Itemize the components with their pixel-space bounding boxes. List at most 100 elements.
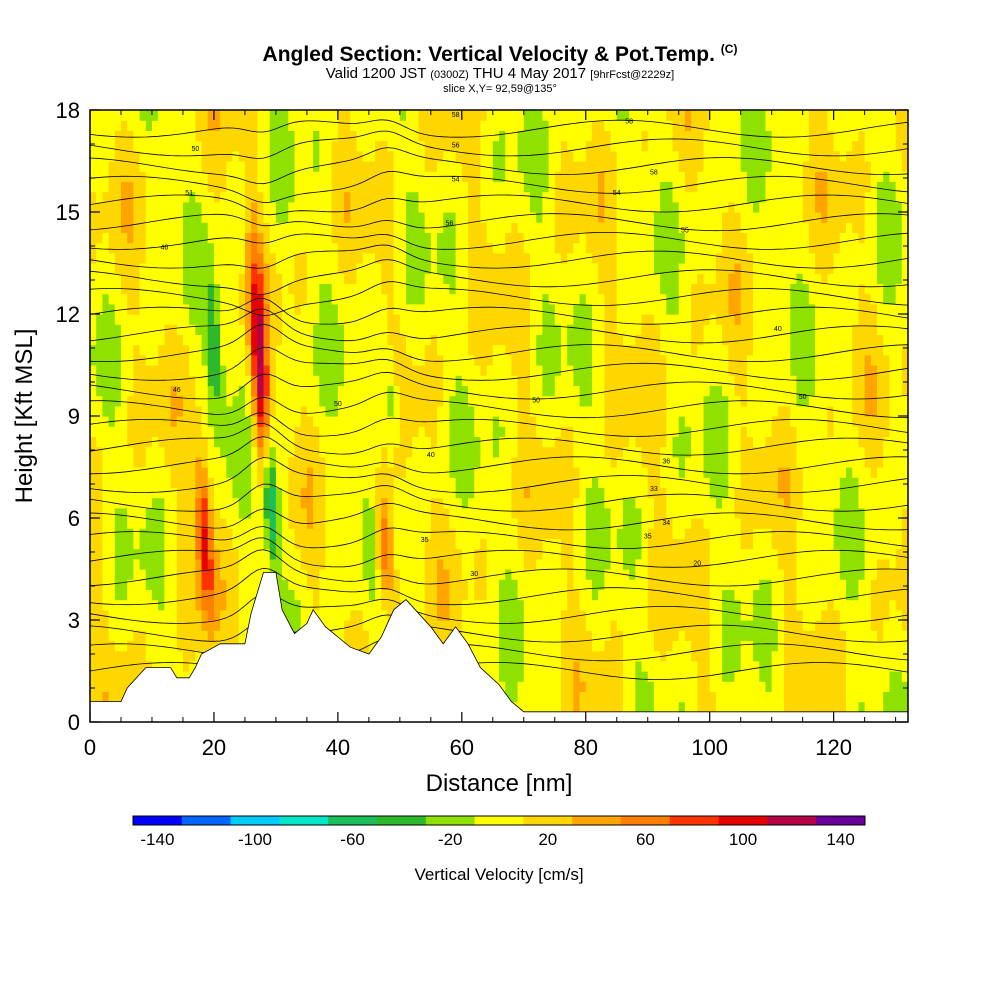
field-cell xyxy=(517,365,525,376)
field-cell xyxy=(461,120,469,131)
field-cell xyxy=(554,365,562,376)
field-cell xyxy=(554,303,562,315)
field-cell xyxy=(207,263,215,274)
field-cell xyxy=(375,405,382,417)
field-cell xyxy=(288,497,296,509)
field-cell xyxy=(331,130,339,142)
field-cell xyxy=(102,620,110,631)
field-cell xyxy=(151,558,159,570)
field-cell xyxy=(195,467,203,478)
field-cell xyxy=(213,609,221,621)
field-cell xyxy=(387,303,395,315)
field-cell xyxy=(313,191,320,203)
field-cell xyxy=(523,314,531,325)
field-cell xyxy=(356,161,364,172)
field-cell xyxy=(529,263,537,274)
field-cell xyxy=(548,497,556,509)
field-cell xyxy=(468,110,475,121)
field-cell xyxy=(114,375,122,386)
field-cell xyxy=(486,569,494,580)
field-cell xyxy=(437,456,444,468)
field-cell xyxy=(362,436,370,448)
field-cell xyxy=(591,365,599,376)
field-cell xyxy=(120,538,128,550)
field-cell xyxy=(375,385,382,397)
field-cell xyxy=(331,171,339,182)
field-cell xyxy=(207,222,215,233)
field-cell xyxy=(201,324,209,335)
field-cell xyxy=(536,385,543,397)
field-cell xyxy=(523,385,531,397)
field-cell xyxy=(220,110,227,121)
field-cell xyxy=(505,630,512,641)
field-cell xyxy=(480,477,488,488)
field-cell xyxy=(542,579,550,590)
field-cell xyxy=(548,324,556,335)
field-cell xyxy=(294,620,302,631)
field-cell xyxy=(90,620,97,631)
field-cell xyxy=(412,528,420,539)
field-cell xyxy=(164,140,172,152)
field-cell xyxy=(344,558,351,570)
field-cell xyxy=(313,130,320,142)
field-cell xyxy=(201,212,209,223)
field-cell xyxy=(133,467,141,478)
field-cell xyxy=(120,130,128,142)
field-cell xyxy=(529,375,537,386)
field-cell xyxy=(375,120,382,131)
field-cell xyxy=(492,436,500,448)
field-cell xyxy=(591,538,599,550)
field-cell xyxy=(226,181,234,193)
field-cell xyxy=(480,487,488,499)
field-cell xyxy=(437,599,444,611)
field-cell xyxy=(499,293,506,305)
field-cell xyxy=(288,212,296,223)
field-cell xyxy=(139,334,147,346)
field-cell xyxy=(356,620,364,631)
field-cell xyxy=(108,140,116,152)
field-cell xyxy=(591,314,599,325)
field-cell xyxy=(375,589,382,601)
field-cell xyxy=(207,375,215,386)
field-cell xyxy=(560,548,568,560)
field-cell xyxy=(220,579,227,590)
field-cell xyxy=(560,681,568,692)
field-cell xyxy=(120,681,128,692)
field-cell xyxy=(542,701,550,713)
field-cell xyxy=(182,334,190,346)
field-cell xyxy=(294,569,302,580)
field-cell xyxy=(344,579,351,590)
field-cell xyxy=(529,456,537,468)
field-cell xyxy=(362,120,370,131)
field-cell xyxy=(406,426,413,437)
field-cell xyxy=(449,456,457,468)
field-cell xyxy=(294,416,302,427)
field-cell xyxy=(344,528,351,539)
field-cell xyxy=(480,507,488,519)
field-cell xyxy=(288,416,296,427)
field-cell xyxy=(387,181,395,193)
field-cell xyxy=(542,671,550,682)
field-cell xyxy=(207,569,215,580)
field-cell xyxy=(579,191,587,203)
field-cell xyxy=(523,222,531,233)
field-cell xyxy=(393,201,401,213)
field-cell xyxy=(102,120,110,131)
field-cell xyxy=(523,181,531,193)
field-cell xyxy=(399,416,407,427)
field-cell xyxy=(96,599,103,611)
field-cell xyxy=(344,456,351,468)
field-cell xyxy=(598,446,605,458)
field-cell xyxy=(331,273,339,284)
field-cell xyxy=(393,110,401,121)
field-cell xyxy=(102,303,110,315)
field-cell xyxy=(313,293,320,305)
field-cell xyxy=(133,630,141,641)
field-cell xyxy=(114,181,122,193)
field-cell xyxy=(182,620,190,631)
field-cell xyxy=(176,558,184,570)
field-cell xyxy=(201,528,209,539)
field-cell xyxy=(282,416,289,427)
field-cell xyxy=(158,487,165,499)
field-cell xyxy=(207,171,215,182)
